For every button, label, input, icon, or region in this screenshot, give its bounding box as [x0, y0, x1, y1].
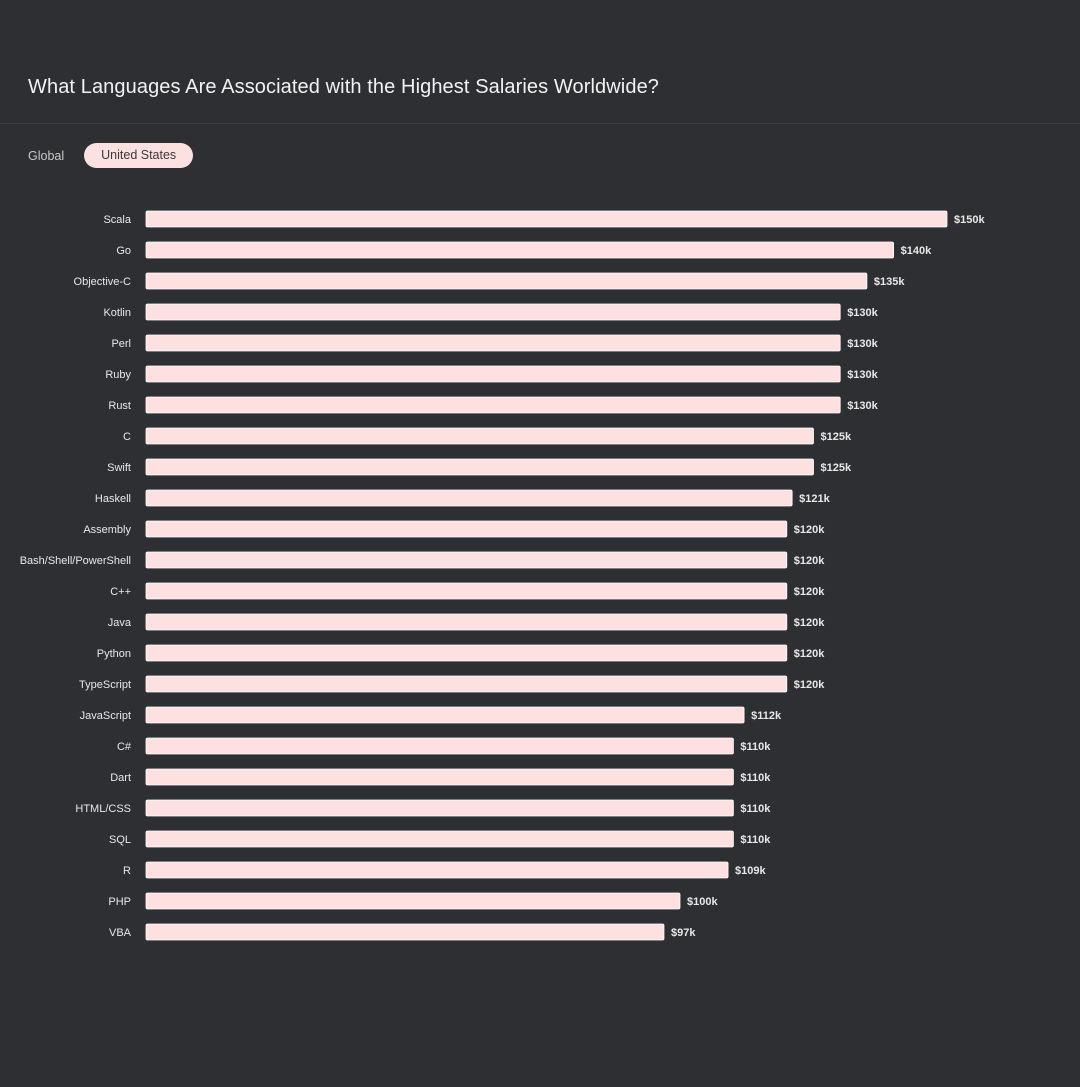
category-label: PHP — [108, 896, 131, 908]
category-label: TypeScript — [79, 679, 131, 691]
value-label: $135k — [874, 276, 905, 288]
tab-united-states[interactable]: United States — [84, 143, 194, 168]
salary-bar[interactable] — [145, 892, 681, 910]
value-label: $100k — [687, 896, 718, 908]
salary-bar[interactable] — [145, 210, 948, 228]
salary-bar[interactable] — [145, 923, 665, 941]
value-label: $120k — [794, 524, 825, 536]
category-label: Haskell — [95, 493, 131, 505]
category-label: SQL — [109, 834, 131, 846]
category-label: Python — [97, 648, 131, 660]
value-label: $97k — [671, 927, 696, 939]
category-label: Objective-C — [74, 276, 132, 288]
category-label: HTML/CSS — [75, 803, 131, 815]
value-label: $110k — [740, 741, 771, 753]
salary-bar[interactable] — [145, 520, 788, 538]
salary-bar[interactable] — [145, 489, 793, 507]
value-label: $130k — [847, 307, 878, 319]
value-label: $120k — [794, 617, 825, 629]
value-label: $109k — [735, 865, 766, 877]
category-label: VBA — [109, 927, 132, 939]
category-label: Swift — [107, 462, 131, 474]
value-label: $125k — [821, 431, 852, 443]
value-label: $140k — [901, 245, 932, 257]
category-label: C# — [117, 741, 132, 753]
category-label: JavaScript — [80, 710, 131, 722]
value-label: $150k — [954, 214, 985, 226]
value-label: $130k — [847, 400, 878, 412]
category-label: Go — [116, 245, 131, 257]
category-label: Ruby — [105, 369, 131, 381]
salary-bar[interactable] — [145, 241, 894, 259]
category-label: Kotlin — [103, 307, 131, 319]
category-label: R — [123, 865, 131, 877]
salary-bar[interactable] — [145, 799, 734, 817]
value-label: $130k — [847, 369, 878, 381]
category-label: Bash/Shell/PowerShell — [20, 555, 131, 567]
category-label: Rust — [108, 400, 131, 412]
value-label: $110k — [740, 803, 771, 815]
salary-bar[interactable] — [145, 582, 788, 600]
value-label: $130k — [847, 338, 878, 350]
salary-bar[interactable] — [145, 706, 745, 724]
region-tabs: Global United States — [28, 143, 194, 168]
tab-global[interactable]: Global — [28, 148, 65, 163]
value-label: $110k — [740, 772, 771, 784]
category-label: Assembly — [83, 524, 131, 536]
category-label: C — [123, 431, 131, 443]
salary-bar[interactable] — [145, 613, 788, 631]
value-label: $121k — [799, 493, 830, 505]
salary-bar-chart: Scala $150k Go $140k Objective-C $135k Kotlin $… — [20, 210, 985, 941]
salary-bar[interactable] — [145, 334, 841, 352]
salary-bar[interactable] — [145, 272, 868, 290]
salary-bar[interactable] — [145, 830, 734, 848]
category-label: Perl — [111, 338, 131, 350]
chart-header: What Languages Are Associated with the H… — [0, 0, 1080, 124]
chart-title: What Languages Are Associated with the H… — [28, 76, 660, 98]
salary-bar[interactable] — [145, 396, 841, 414]
value-label: $120k — [794, 555, 825, 567]
category-label: C++ — [110, 586, 131, 598]
salary-bar[interactable] — [145, 427, 814, 445]
category-label: Scala — [103, 214, 131, 226]
category-label: Java — [108, 617, 132, 629]
salary-bar[interactable] — [145, 675, 788, 693]
category-label: Dart — [110, 772, 131, 784]
salary-bar[interactable] — [145, 861, 729, 879]
value-label: $125k — [821, 462, 852, 474]
salary-bar[interactable] — [145, 458, 814, 476]
salary-bar[interactable] — [145, 644, 788, 662]
salary-bar[interactable] — [145, 737, 734, 755]
value-label: $120k — [794, 679, 825, 691]
salary-bar[interactable] — [145, 303, 841, 321]
value-label: $112k — [751, 710, 782, 722]
value-label: $120k — [794, 648, 825, 660]
value-label: $120k — [794, 586, 825, 598]
value-label: $110k — [740, 834, 771, 846]
salary-bar[interactable] — [145, 551, 788, 569]
salary-bar[interactable] — [145, 365, 841, 383]
salary-bar[interactable] — [145, 768, 734, 786]
